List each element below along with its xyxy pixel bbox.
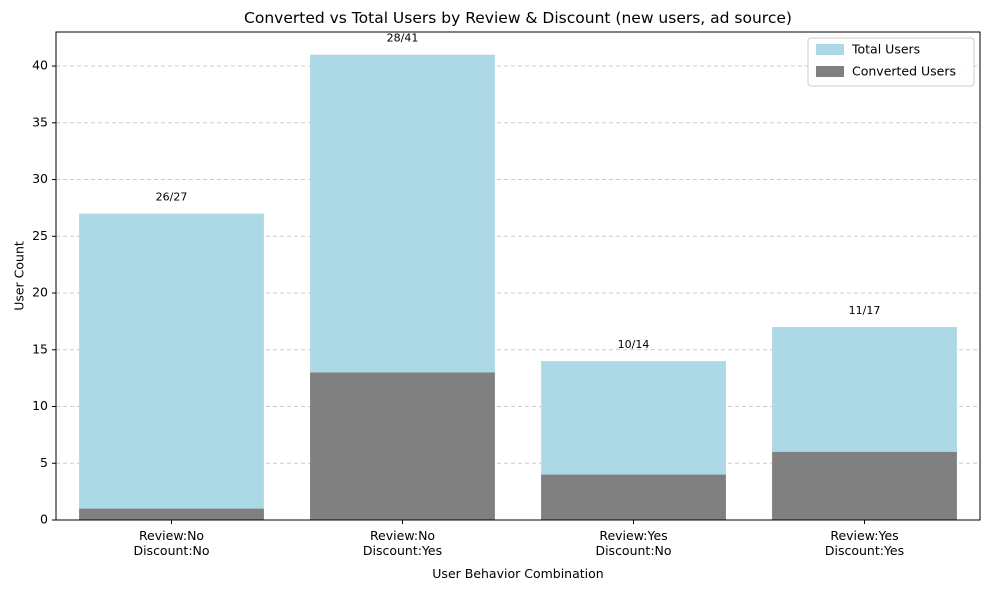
x-tick-label-line: Review:No: [370, 528, 435, 543]
bar-converted-users: [310, 372, 495, 520]
bar-converted-users: [541, 474, 726, 520]
y-tick-label: 15: [32, 341, 48, 356]
bars-layer: [79, 54, 957, 521]
legend-swatch-total-users: [816, 44, 844, 55]
y-tick-label: 25: [32, 228, 48, 243]
y-axis: 0 5 10 15 20 25 30 35 40: [32, 58, 56, 527]
legend-label: Converted Users: [852, 64, 956, 79]
x-tick-label-line: Discount:Yes: [363, 543, 442, 558]
y-tick-label: 30: [32, 171, 48, 186]
x-tick-label: Review:Yes Discount:No: [595, 528, 671, 558]
legend-swatch-converted-users: [816, 66, 844, 77]
bar-labels-layer: 26/27 28/41 10/14 11/17: [156, 32, 881, 351]
plot-frame: [55, 31, 981, 521]
y-tick-label: 20: [32, 285, 48, 300]
x-axis-label: User Behavior Combination: [432, 566, 603, 581]
y-tick-label: 10: [32, 398, 48, 413]
x-tick-label-line: Discount:No: [595, 543, 671, 558]
legend-box: [807, 37, 975, 87]
legend: Total Users Converted Users: [807, 37, 975, 87]
bar-total-users: [79, 213, 264, 520]
bar-converted-users: [79, 508, 264, 520]
bar-value-label: 10/14: [618, 338, 650, 351]
bar-value-label: 11/17: [849, 304, 881, 317]
bar-converted-users: [772, 451, 957, 520]
x-tick-label: Review:Yes Discount:Yes: [825, 528, 904, 558]
x-tick-label-line: Review:No: [139, 528, 204, 543]
chart-title: Converted vs Total Users by Review & Dis…: [244, 9, 792, 27]
y-tick-label: 0: [40, 512, 48, 527]
x-tick-label-line: Discount:Yes: [825, 543, 904, 558]
y-tick-label: 5: [40, 455, 48, 470]
x-tick-label-line: Review:Yes: [599, 528, 667, 543]
x-tick-label-line: Discount:No: [133, 543, 209, 558]
bar-value-label: 28/41: [387, 32, 419, 45]
y-tick-label: 35: [32, 114, 48, 129]
x-tick-label: Review:No Discount:No: [133, 528, 209, 558]
y-axis-label: User Count: [12, 241, 27, 311]
legend-label: Total Users: [851, 42, 920, 57]
x-tick-label: Review:No Discount:Yes: [363, 528, 442, 558]
bar-value-label: 26/27: [156, 191, 188, 204]
y-tick-label: 40: [32, 58, 48, 73]
x-tick-label-line: Review:Yes: [830, 528, 898, 543]
